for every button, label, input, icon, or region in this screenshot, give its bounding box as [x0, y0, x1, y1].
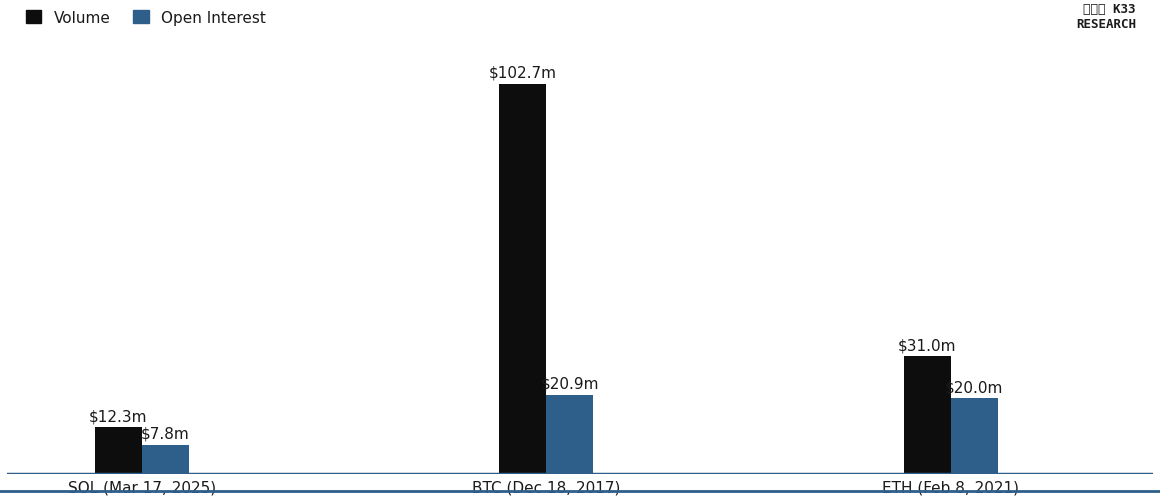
- Legend: Volume, Open Interest: Volume, Open Interest: [26, 11, 266, 26]
- Bar: [95, 427, 142, 474]
- Text: $102.7m: $102.7m: [488, 66, 557, 81]
- Text: $7.8m: $7.8m: [142, 426, 190, 441]
- Bar: [499, 85, 546, 474]
- Text: $12.3m: $12.3m: [89, 409, 147, 424]
- Bar: [904, 357, 951, 474]
- Bar: [142, 445, 189, 474]
- Bar: [546, 395, 594, 474]
- Text: $31.0m: $31.0m: [898, 338, 957, 353]
- Text: ⠿⠿⠿ K33
RESEARCH: ⠿⠿⠿ K33 RESEARCH: [1075, 3, 1136, 31]
- Bar: [951, 398, 998, 474]
- Text: $20.0m: $20.0m: [945, 380, 1003, 395]
- Text: $20.9m: $20.9m: [541, 376, 599, 391]
